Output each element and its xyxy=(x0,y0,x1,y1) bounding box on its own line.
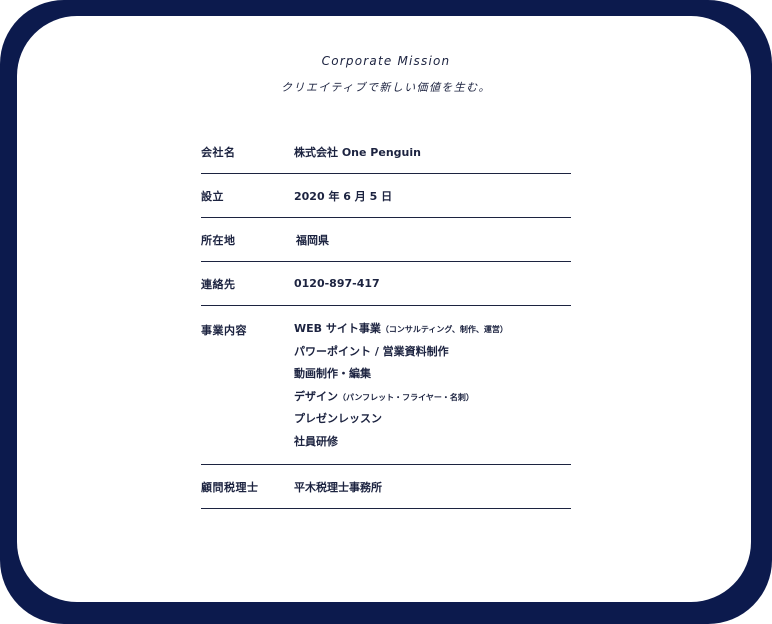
row-value: 株式会社 One Penguin xyxy=(294,145,421,159)
row-value: 0120-897-417 xyxy=(294,277,380,290)
row-label: 連絡先 xyxy=(201,277,236,291)
row-label: 事業内容 xyxy=(201,324,247,337)
row-value: 福岡県 xyxy=(296,233,329,247)
business-item: 動画制作・編集 xyxy=(294,367,571,390)
row-value: 2020 年 6 月 5 日 xyxy=(294,189,393,203)
row-label: 設立 xyxy=(201,189,224,203)
profile-row-contact: 連絡先 0120-897-417 xyxy=(201,262,571,306)
profile-row-accountant: 顧問税理士 平木税理士事務所 xyxy=(201,465,571,509)
profile-row-established: 設立 2020 年 6 月 5 日 xyxy=(201,174,571,218)
business-item-note: （パンフレット・フライヤー・名刺） xyxy=(338,392,474,402)
profile-row-location: 所在地 福岡県 xyxy=(201,218,571,262)
business-item-main: プレゼンレッスン xyxy=(294,412,382,425)
profile-row-company-name: 会社名 株式会社 One Penguin xyxy=(201,130,571,174)
business-item: デザイン（パンフレット・フライヤー・名刺） xyxy=(294,390,571,413)
business-item-note: （コンサルティング、制作、運営） xyxy=(380,325,508,334)
business-item-main: 社員研修 xyxy=(294,434,338,448)
profile-row-business: 事業内容 WEB サイト事業（コンサルティング、制作、運営） パワーポイント /… xyxy=(201,306,571,465)
business-item-main: WEB サイト事業 xyxy=(294,322,381,335)
row-label: 顧問税理士 xyxy=(201,480,259,494)
company-profile-table: 会社名 株式会社 One Penguin 設立 2020 年 6 月 5 日 所… xyxy=(201,130,571,509)
business-item: プレゼンレッスン xyxy=(294,412,571,435)
business-item-main: 動画制作・編集 xyxy=(294,367,371,380)
business-item-main: デザイン xyxy=(294,389,338,403)
business-list: WEB サイト事業（コンサルティング、制作、運営） パワーポイント / 営業資料… xyxy=(294,322,571,457)
row-value: 平木税理士事務所 xyxy=(294,480,382,494)
business-item: 社員研修 xyxy=(294,435,571,458)
mission-statement: クリエイティブで新しい価値を生む。 xyxy=(281,81,491,94)
row-label: 所在地 xyxy=(201,233,236,247)
business-item: パワーポイント / 営業資料制作 xyxy=(294,345,571,368)
row-label: 会社名 xyxy=(201,145,236,159)
business-item-main: パワーポイント / 営業資料制作 xyxy=(294,344,449,358)
content-panel xyxy=(17,16,751,602)
business-item: WEB サイト事業（コンサルティング、制作、運営） xyxy=(294,322,571,345)
mission-heading: Corporate Mission xyxy=(321,54,451,68)
